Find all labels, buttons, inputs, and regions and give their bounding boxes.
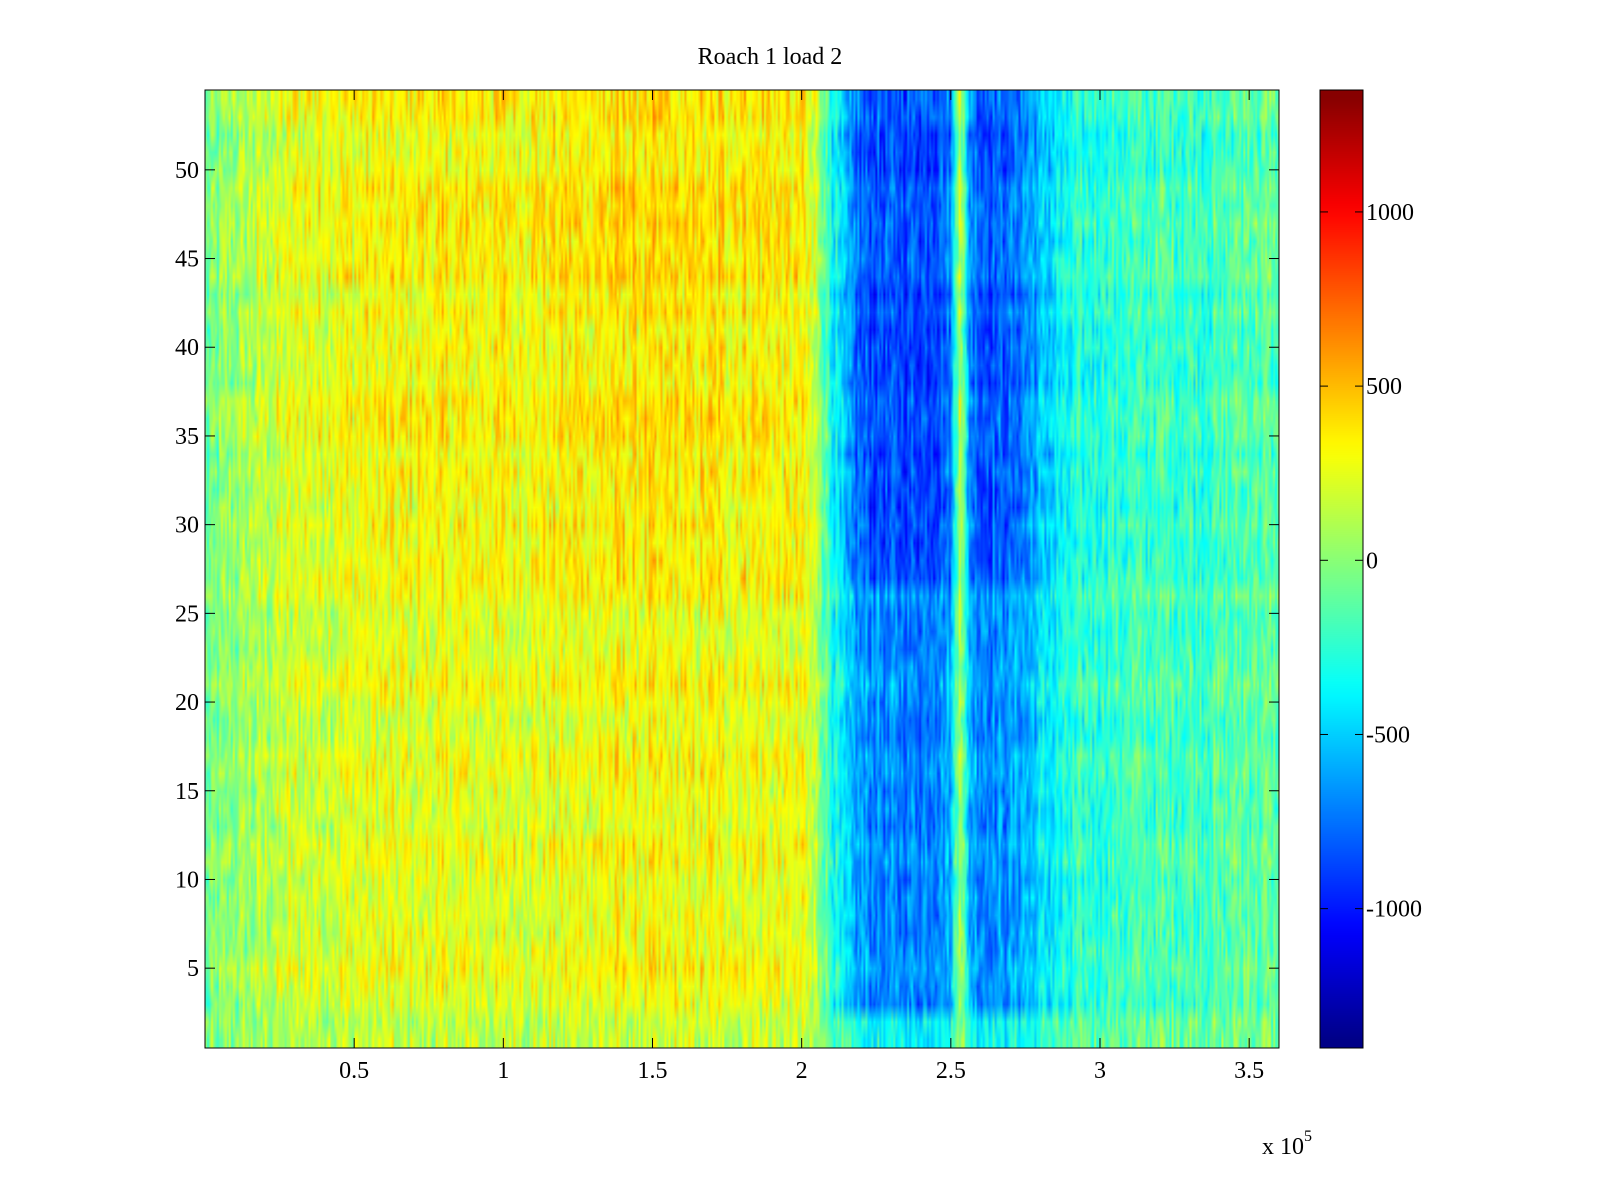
colorbar-tick-label: 0 <box>1366 548 1378 574</box>
y-tick-label: 45 <box>175 247 199 273</box>
x-axis-multiplier: x 105 <box>1262 1128 1312 1161</box>
x-multiplier-exponent: 5 <box>1304 1128 1312 1145</box>
x-multiplier-base: x 10 <box>1262 1134 1304 1160</box>
colorbar-frame <box>1319 89 1364 1049</box>
colorbar-tick-label: -500 <box>1366 722 1410 748</box>
x-tick-label: 1.5 <box>638 1058 668 1084</box>
x-tick-label: 0.5 <box>339 1058 369 1084</box>
y-tick-label: 5 <box>187 956 199 982</box>
colorbar-tick-label: -1000 <box>1366 897 1422 923</box>
y-tick-label: 15 <box>175 779 199 805</box>
y-tick-label: 50 <box>175 158 199 184</box>
colorbar-tick-label: 1000 <box>1366 200 1414 226</box>
colorbar-gradient <box>1320 90 1363 1048</box>
y-axis-ticks: 5 10 15 20 25 30 35 40 45 50 <box>175 158 1279 982</box>
y-tick-label: 25 <box>175 601 199 627</box>
x-tick-label: 1 <box>497 1058 509 1084</box>
chart-title: Roach 1 load 2 <box>697 44 843 70</box>
x-tick-label: 3.5 <box>1234 1058 1264 1084</box>
x-tick-label: 3 <box>1094 1058 1106 1084</box>
plot-frame <box>204 89 1280 1049</box>
y-tick-label: 30 <box>175 513 199 539</box>
x-axis-ticks: 0.5 1 1.5 2 2.5 3 3.5 <box>339 90 1264 1084</box>
colorbar-ticks: -1000 -500 0 500 1000 <box>1320 200 1422 923</box>
y-tick-label: 35 <box>175 424 199 450</box>
heatmap-cells <box>205 90 1279 1048</box>
y-tick-label: 20 <box>175 690 199 716</box>
x-tick-label: 2.5 <box>936 1058 966 1084</box>
x-tick-label: 2 <box>796 1058 808 1084</box>
y-tick-label: 40 <box>175 335 199 361</box>
y-tick-label: 10 <box>175 867 199 893</box>
colorbar-tick-label: 500 <box>1366 374 1402 400</box>
